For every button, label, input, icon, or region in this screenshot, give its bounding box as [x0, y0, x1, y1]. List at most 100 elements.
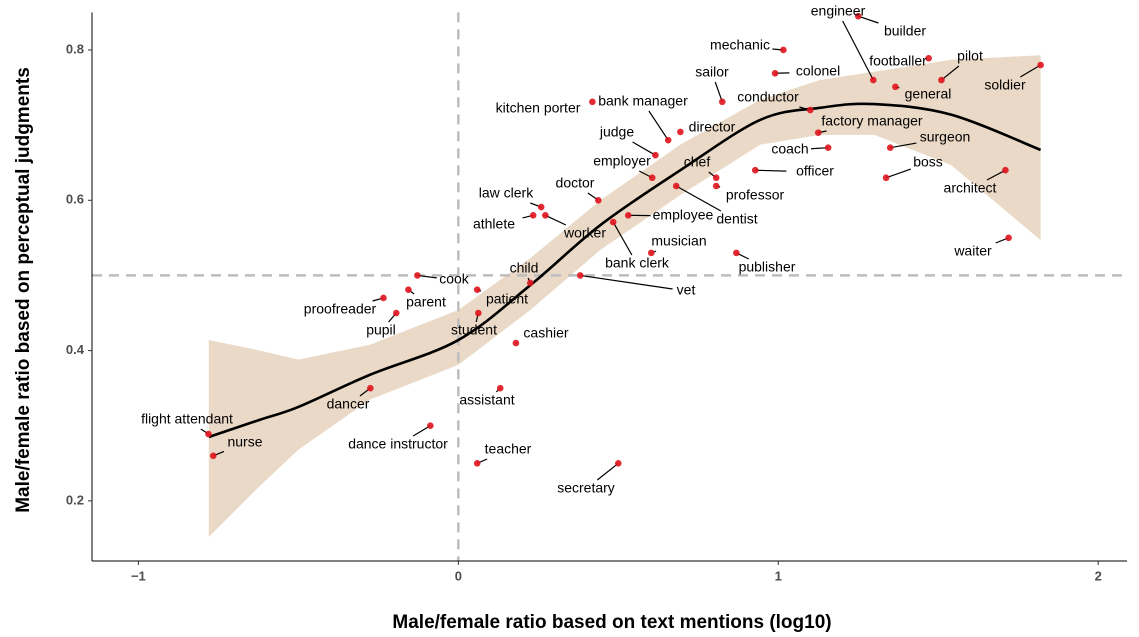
point	[205, 430, 212, 438]
point-label: assistant	[459, 392, 514, 408]
leader-line	[412, 425, 431, 437]
leader-line	[612, 221, 633, 256]
point	[780, 46, 787, 54]
point	[542, 212, 549, 219]
leader-line	[1019, 64, 1041, 78]
point	[209, 452, 217, 460]
point-label: chef	[684, 154, 711, 170]
leader-line	[545, 214, 567, 226]
point	[475, 309, 482, 317]
leader-line	[755, 169, 787, 172]
point-label: dentist	[716, 211, 757, 227]
x-tick-label: 2	[1095, 568, 1102, 583]
point-label: pilot	[957, 48, 983, 64]
point-label: mechanic	[710, 37, 770, 53]
point	[771, 69, 779, 77]
point-label: engineer	[811, 3, 866, 19]
point	[647, 249, 655, 257]
point-label: teacher	[485, 441, 532, 457]
point-label: pupil	[366, 322, 396, 338]
point	[824, 144, 832, 151]
point	[427, 422, 434, 430]
leader-line	[986, 169, 1006, 181]
point	[496, 384, 504, 392]
leader-line	[714, 81, 723, 103]
point-label: factory manager	[821, 113, 922, 129]
point-label: parent	[406, 294, 446, 310]
point-label: officer	[796, 163, 834, 179]
point-label: child	[510, 260, 539, 276]
point	[512, 339, 520, 347]
point-label: vet	[677, 282, 696, 298]
point-label: architect	[944, 180, 997, 196]
y-tick-label: 0.2	[66, 492, 84, 507]
point	[718, 98, 726, 106]
point	[938, 76, 945, 84]
point-label: bank clerk	[605, 255, 670, 271]
point-label: secretary	[557, 480, 615, 496]
point-label: general	[905, 86, 952, 102]
point-label: athlete	[473, 216, 515, 232]
point	[537, 203, 545, 211]
point	[652, 151, 659, 159]
point	[1005, 234, 1012, 242]
leader-line	[941, 65, 960, 81]
point	[806, 106, 814, 114]
point	[1037, 61, 1044, 69]
leader-line	[858, 15, 879, 24]
point-label: employer	[593, 153, 651, 169]
point	[529, 212, 537, 219]
point-label: dance instructor	[348, 436, 448, 452]
point	[892, 83, 899, 91]
point-label: footballer	[869, 53, 927, 69]
point-label: judge	[599, 124, 634, 140]
leader-line	[596, 462, 619, 481]
point-label: director	[689, 119, 736, 135]
x-tick-label: 1	[775, 568, 782, 583]
y-tick-label: 0.8	[66, 41, 84, 56]
point-label: coach	[771, 141, 808, 157]
point	[672, 182, 680, 190]
point-label: employee	[653, 207, 714, 223]
x-tick-label: 0	[455, 568, 462, 583]
leader-line	[842, 20, 874, 81]
point	[576, 272, 584, 279]
point	[473, 460, 481, 467]
point	[392, 309, 400, 317]
point-label: publisher	[739, 259, 796, 275]
leader-line	[890, 142, 917, 149]
point	[733, 249, 740, 257]
point-label: cashier	[523, 325, 568, 341]
point-label: waiter	[953, 243, 992, 259]
point-label: student	[451, 322, 497, 338]
point	[609, 218, 617, 226]
point	[869, 76, 877, 84]
point-label: flight attendant	[141, 411, 233, 427]
point	[473, 286, 481, 294]
point-label: soldier	[984, 77, 1026, 93]
point	[405, 286, 412, 294]
point-label: bank manager	[598, 93, 688, 109]
point-label: kitchen porter	[496, 100, 581, 116]
point	[589, 98, 596, 106]
point	[527, 279, 534, 287]
point	[814, 129, 822, 136]
fit-line	[208, 102, 1042, 439]
point-label: boss	[913, 154, 943, 170]
point	[1002, 166, 1009, 174]
point	[664, 136, 672, 144]
point-label: musician	[651, 233, 706, 249]
point	[648, 174, 656, 182]
point	[712, 182, 720, 190]
point-label: conductor	[737, 89, 799, 105]
point-label: builder	[884, 23, 926, 39]
x-tick-label: −1	[131, 568, 146, 583]
point	[882, 174, 890, 182]
point	[380, 294, 387, 302]
point	[614, 460, 622, 467]
y-axis-title: Male/female ratio based on perceptual ju…	[13, 67, 34, 513]
point-label: professor	[726, 187, 785, 203]
leader-line	[648, 110, 669, 141]
point	[886, 144, 894, 151]
point-label: cook	[439, 271, 470, 287]
